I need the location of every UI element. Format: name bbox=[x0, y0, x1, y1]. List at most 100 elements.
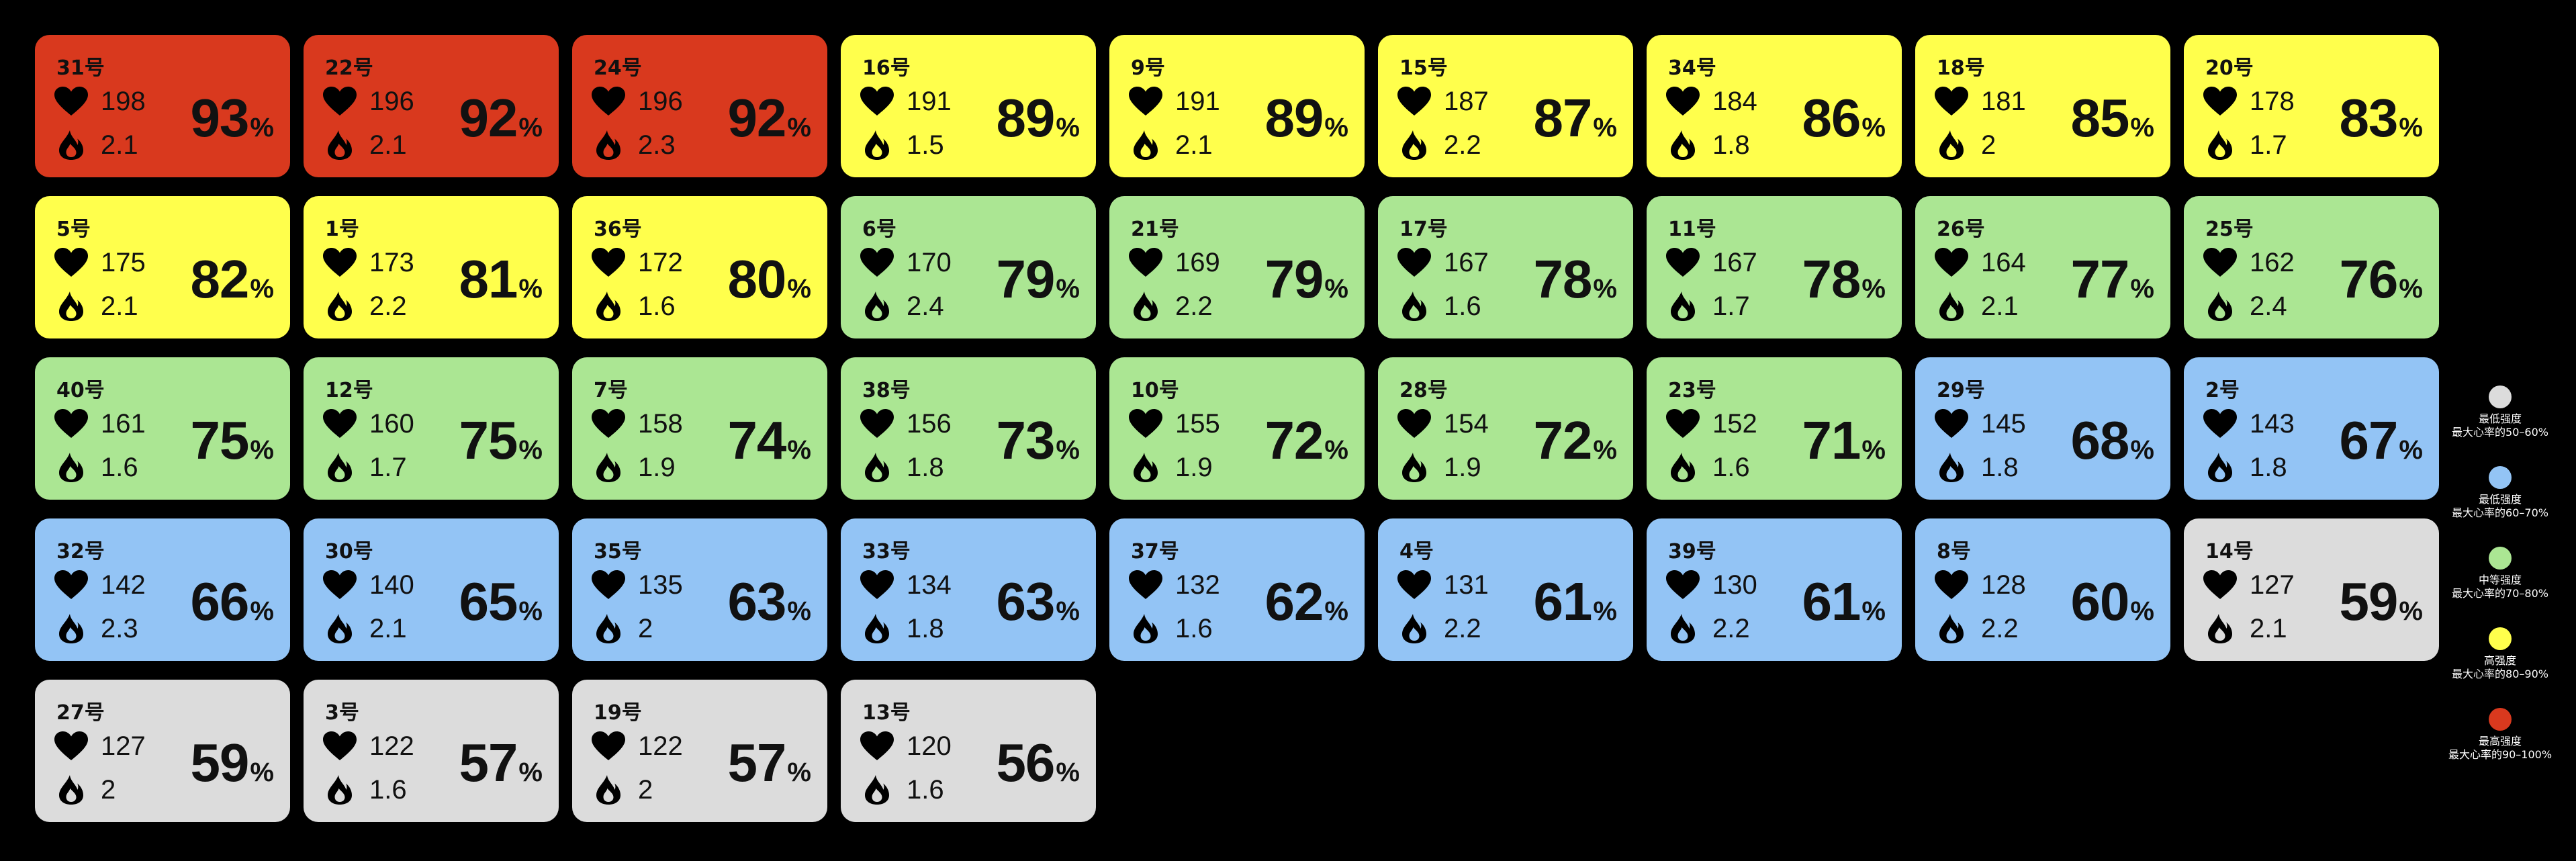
participant-card[interactable]: 17号 167 1.6 78% bbox=[1378, 196, 1633, 338]
calories-value: 1.6 bbox=[1175, 614, 1213, 643]
participant-card[interactable]: 1号 173 2.2 81% bbox=[304, 196, 559, 338]
participant-card[interactable]: 22号 196 2.1 92% bbox=[304, 35, 559, 177]
heart-rate-row: 135 bbox=[591, 570, 683, 600]
percent-sign: % bbox=[1056, 435, 1080, 465]
percent-value: 61 bbox=[1802, 572, 1861, 631]
participant-card[interactable]: 18号 181 2 85% bbox=[1915, 35, 2170, 177]
calories-value: 2.2 bbox=[1712, 614, 1750, 643]
participant-card[interactable]: 6号 170 2.4 79% bbox=[841, 196, 1096, 338]
calories-value: 1.8 bbox=[907, 614, 944, 643]
participant-card[interactable]: 25号 162 2.4 76% bbox=[2184, 196, 2439, 338]
heart-rate-row: 158 bbox=[591, 408, 683, 439]
heart-icon bbox=[592, 731, 625, 760]
participant-card[interactable]: 7号 158 1.9 74% bbox=[572, 357, 827, 500]
heart-rate-row: 122 bbox=[591, 731, 683, 762]
participant-card[interactable]: 38号 156 1.8 73% bbox=[841, 357, 1096, 500]
heart-rate-row: 170 bbox=[860, 247, 952, 278]
heart-icon bbox=[1935, 248, 1968, 277]
participant-card[interactable]: 19号 122 2 57% bbox=[572, 680, 827, 822]
participant-card[interactable]: 32号 142 2.3 66% bbox=[35, 518, 290, 661]
max-heart-rate-percent: 74% bbox=[727, 414, 811, 467]
heart-rate-value: 198 bbox=[101, 87, 146, 116]
calories-value: 2.4 bbox=[2250, 291, 2287, 321]
flame-icon bbox=[1134, 130, 1158, 160]
participant-card[interactable]: 9号 191 2.1 89% bbox=[1109, 35, 1365, 177]
participant-card[interactable]: 13号 120 1.6 56% bbox=[841, 680, 1096, 822]
flame-icon bbox=[1671, 130, 1695, 160]
heart-icon bbox=[860, 87, 894, 116]
participant-card[interactable]: 28号 154 1.9 72% bbox=[1378, 357, 1633, 500]
percent-value: 78 bbox=[1802, 249, 1861, 309]
heart-icon bbox=[592, 248, 625, 277]
heart-icon bbox=[323, 409, 357, 438]
percent-sign: % bbox=[2130, 113, 2154, 142]
participant-card[interactable]: 15号 187 2.2 87% bbox=[1378, 35, 1633, 177]
heart-rate-value: 152 bbox=[1712, 409, 1757, 439]
participant-card[interactable]: 27号 127 2 59% bbox=[35, 680, 290, 822]
participant-card[interactable]: 34号 184 1.8 86% bbox=[1647, 35, 1902, 177]
percent-value: 85 bbox=[2070, 88, 2129, 148]
participant-card[interactable]: 2号 143 1.8 67% bbox=[2184, 357, 2439, 500]
calories-value: 2.2 bbox=[1175, 291, 1213, 321]
participant-card[interactable]: 23号 152 1.6 71% bbox=[1647, 357, 1902, 500]
heart-rate-value: 167 bbox=[1444, 248, 1489, 277]
calories-value: 2.1 bbox=[1981, 291, 2019, 321]
legend-item: 最低强度 最大心率的50–60% bbox=[2431, 386, 2569, 439]
legend-color-dot bbox=[2489, 708, 2512, 731]
calories-row: 2.1 bbox=[1934, 291, 2019, 322]
participant-card[interactable]: 14号 127 2.1 59% bbox=[2184, 518, 2439, 661]
max-heart-rate-percent: 86% bbox=[1802, 91, 1886, 145]
flame-icon bbox=[1939, 453, 1964, 482]
heart-rate-value: 160 bbox=[369, 409, 414, 439]
participant-card[interactable]: 10号 155 1.9 72% bbox=[1109, 357, 1365, 500]
participant-id: 20号 bbox=[2205, 56, 2254, 80]
participant-card[interactable]: 39号 130 2.2 61% bbox=[1647, 518, 1902, 661]
participant-card[interactable]: 12号 160 1.7 75% bbox=[304, 357, 559, 500]
participant-card[interactable]: 21号 169 2.2 79% bbox=[1109, 196, 1365, 338]
participant-card[interactable]: 24号 196 2.3 92% bbox=[572, 35, 827, 177]
max-heart-rate-percent: 76% bbox=[2339, 253, 2423, 306]
participant-card[interactable]: 20号 178 1.7 83% bbox=[2184, 35, 2439, 177]
percent-sign: % bbox=[250, 113, 274, 142]
calories-value: 2 bbox=[1981, 130, 1996, 160]
heart-rate-value: 131 bbox=[1444, 570, 1489, 600]
participant-card[interactable]: 8号 128 2.2 60% bbox=[1915, 518, 2170, 661]
percent-value: 57 bbox=[727, 733, 786, 792]
participant-card[interactable]: 4号 131 2.2 61% bbox=[1378, 518, 1633, 661]
participant-id: 21号 bbox=[1131, 218, 1179, 241]
percent-sign: % bbox=[1593, 435, 1617, 465]
heart-rate-row: 160 bbox=[322, 408, 414, 439]
flame-icon bbox=[2208, 130, 2232, 160]
calories-row: 2 bbox=[591, 613, 653, 644]
percent-sign: % bbox=[1056, 758, 1080, 787]
calories-row: 2.2 bbox=[1128, 291, 1213, 322]
percent-sign: % bbox=[1593, 596, 1617, 626]
percent-value: 71 bbox=[1802, 410, 1861, 470]
calories-row: 1.8 bbox=[2203, 452, 2287, 483]
legend-intensity-name: 中等强度 bbox=[2478, 574, 2522, 586]
max-heart-rate-percent: 63% bbox=[996, 575, 1080, 629]
participant-card[interactable]: 5号 175 2.1 82% bbox=[35, 196, 290, 338]
participant-card[interactable]: 37号 132 1.6 62% bbox=[1109, 518, 1365, 661]
participant-id: 11号 bbox=[1668, 218, 1716, 241]
max-heart-rate-percent: 79% bbox=[996, 253, 1080, 306]
calories-value: 2.2 bbox=[1444, 130, 1481, 160]
legend-intensity-name: 最低强度 bbox=[2478, 493, 2522, 506]
participant-card[interactable]: 3号 122 1.6 57% bbox=[304, 680, 559, 822]
participant-card[interactable]: 30号 140 2.1 65% bbox=[304, 518, 559, 661]
legend-item: 最高强度 最大心率的90–100% bbox=[2431, 708, 2569, 762]
participant-card[interactable]: 36号 172 1.6 80% bbox=[572, 196, 827, 338]
calories-value: 1.8 bbox=[1712, 130, 1750, 160]
participant-card[interactable]: 11号 167 1.7 78% bbox=[1647, 196, 1902, 338]
participant-card[interactable]: 26号 164 2.1 77% bbox=[1915, 196, 2170, 338]
participant-id: 1号 bbox=[325, 218, 359, 241]
percent-sign: % bbox=[787, 435, 811, 465]
participant-card[interactable]: 33号 134 1.8 63% bbox=[841, 518, 1096, 661]
participant-card[interactable]: 40号 161 1.6 75% bbox=[35, 357, 290, 500]
participant-card[interactable]: 35号 135 2 63% bbox=[572, 518, 827, 661]
calories-value: 2.2 bbox=[369, 291, 407, 321]
participant-card[interactable]: 29号 145 1.8 68% bbox=[1915, 357, 2170, 500]
heart-rate-row: 164 bbox=[1934, 247, 2026, 278]
participant-card[interactable]: 16号 191 1.5 89% bbox=[841, 35, 1096, 177]
participant-card[interactable]: 31号 198 2.1 93% bbox=[35, 35, 290, 177]
